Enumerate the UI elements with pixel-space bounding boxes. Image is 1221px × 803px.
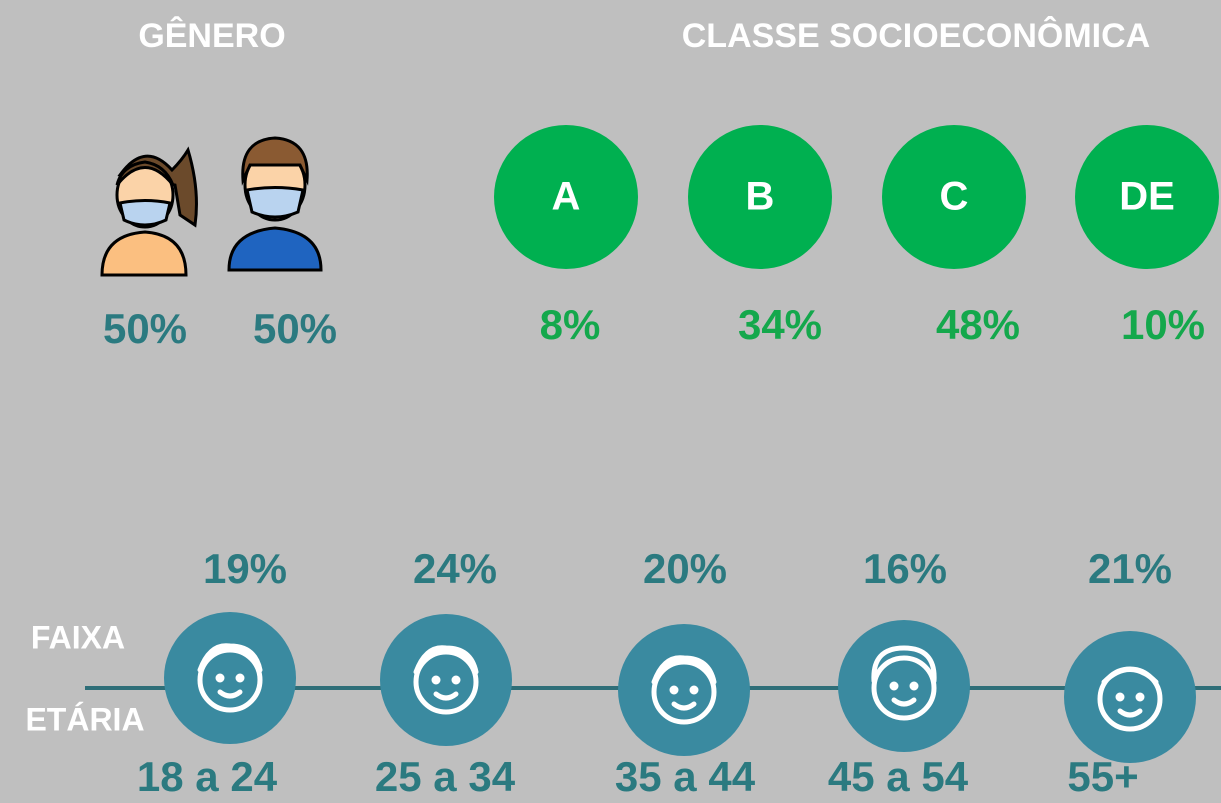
face [197, 647, 263, 713]
class-label: A [552, 175, 581, 219]
age-label: 25 a 34 [375, 753, 516, 800]
hair [871, 645, 937, 684]
smile [891, 697, 917, 707]
face-icon [651, 655, 717, 725]
eye [909, 681, 919, 691]
face-icon [1097, 666, 1163, 732]
class-percent: 10% [1121, 301, 1205, 348]
class-circle [882, 125, 1026, 269]
face-icon [413, 645, 479, 715]
eye [1115, 692, 1125, 702]
class-label: C [940, 175, 969, 219]
class-percent: 34% [738, 301, 822, 348]
gender-percent: 50% [103, 305, 187, 352]
eye [889, 681, 899, 691]
age-label: 45 a 54 [828, 753, 969, 800]
eye [431, 675, 441, 685]
age-label: 35 a 44 [615, 753, 756, 800]
smile [433, 691, 459, 701]
age-circle [618, 624, 750, 756]
face [413, 649, 479, 715]
class-circle [1075, 125, 1219, 269]
age-title: FAIXA [31, 619, 125, 655]
smile [671, 701, 697, 711]
age-circle [838, 620, 970, 752]
hair [197, 643, 263, 673]
eye [451, 675, 461, 685]
man-icon [227, 136, 323, 272]
class-circle [688, 125, 832, 269]
class-title: CLASSE SOCIOECONÔMICA [682, 16, 1150, 55]
face-icon [197, 643, 263, 713]
age-label: 55+ [1067, 753, 1138, 800]
age-percent: 16% [863, 545, 947, 592]
age-percent: 21% [1088, 545, 1172, 592]
face-icon [871, 645, 937, 721]
eye [689, 685, 699, 695]
hair [651, 655, 717, 685]
age-percent: 20% [643, 545, 727, 592]
age-label: 18 a 24 [137, 753, 278, 800]
woman-icon [100, 146, 198, 277]
eye [215, 673, 225, 683]
age-percent: 24% [413, 545, 497, 592]
age-circle [380, 614, 512, 746]
hair [413, 645, 479, 675]
age-percent: 19% [203, 545, 287, 592]
gender-title: GÊNERO [138, 17, 285, 55]
age-title: ETÁRIA [25, 701, 144, 737]
eye [235, 673, 245, 683]
eye [1135, 692, 1145, 702]
class-percent: 8% [540, 301, 601, 348]
face [651, 659, 717, 725]
class-circle [494, 125, 638, 269]
gender-percent: 50% [253, 305, 337, 352]
hair [1101, 667, 1159, 685]
class-percent: 48% [936, 301, 1020, 348]
age-circle [164, 612, 296, 744]
eye [669, 685, 679, 695]
smile [217, 689, 243, 699]
class-label: B [746, 175, 775, 219]
class-label: DE [1119, 175, 1175, 219]
face [871, 655, 937, 721]
smile [1117, 708, 1143, 718]
age-circle [1064, 631, 1196, 763]
